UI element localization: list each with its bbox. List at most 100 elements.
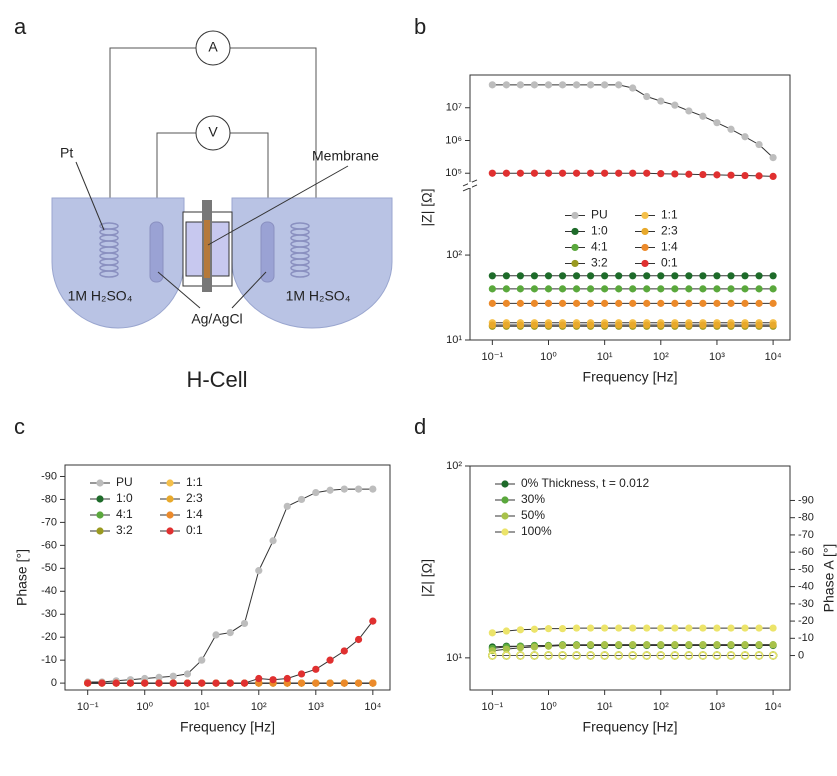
data-point — [769, 299, 777, 307]
legend-label: 1:0 — [591, 224, 608, 238]
data-point — [741, 133, 749, 141]
data-point — [601, 169, 609, 177]
data-point — [502, 169, 511, 177]
data-point — [488, 651, 497, 660]
data-point — [586, 169, 595, 177]
y-tick-label: -80 — [41, 493, 57, 505]
data-point — [558, 272, 567, 280]
data-point — [502, 272, 511, 280]
legend-marker — [641, 243, 649, 252]
data-point — [629, 321, 637, 329]
data-point — [685, 321, 693, 329]
data-point — [727, 641, 735, 649]
pt-coil — [290, 222, 310, 278]
data-point — [629, 84, 637, 92]
legend-label: 2:3 — [661, 224, 678, 238]
data-point — [614, 651, 623, 660]
legend-label: PU — [591, 208, 608, 222]
x-tick-label: 10² — [653, 351, 669, 363]
data-point — [755, 172, 763, 180]
data-point — [713, 171, 721, 179]
data-point — [643, 92, 651, 101]
data-point — [769, 272, 777, 280]
x-tick-label: 10⁻¹ — [481, 351, 503, 363]
electrolyte-label: 1M H₂SO₄ — [68, 288, 133, 304]
data-point — [713, 299, 721, 307]
pt-label: Pt — [60, 145, 73, 161]
data-point — [643, 272, 651, 280]
data-point — [488, 629, 496, 637]
data-point — [530, 272, 539, 280]
y-tick-label: 10¹ — [446, 652, 462, 664]
legend-label: 3:2 — [116, 523, 133, 537]
data-point — [572, 299, 581, 307]
data-point — [727, 321, 735, 329]
data-point — [643, 169, 651, 177]
x-axis-title: Frequency [Hz] — [180, 719, 275, 735]
membrane-label: Membrane — [312, 148, 379, 164]
data-point — [312, 679, 320, 687]
legend-label: 0% Thickness, t = 0.012 — [521, 476, 650, 490]
data-point — [657, 170, 665, 178]
data-point — [670, 651, 680, 660]
data-point — [699, 112, 707, 120]
x-axis-title: Frequency [Hz] — [583, 719, 678, 735]
data-point — [572, 169, 581, 177]
legend-marker — [96, 527, 104, 535]
data-point — [369, 485, 377, 493]
callout — [231, 271, 267, 309]
y-tick-label: -10 — [41, 654, 57, 666]
data-point — [530, 643, 539, 651]
data-point — [629, 169, 637, 177]
legend-marker — [166, 527, 174, 535]
data-point — [530, 169, 539, 177]
reference-label: Ag/AgCl — [191, 311, 242, 327]
data-point — [544, 169, 553, 177]
data-point — [240, 619, 249, 628]
membrane — [204, 220, 210, 278]
x-tick-label: 10³ — [709, 351, 725, 363]
data-point — [269, 676, 277, 684]
data-point — [488, 299, 496, 307]
data-point — [502, 645, 511, 653]
data-point — [741, 299, 749, 307]
data-point — [488, 285, 496, 293]
data-point — [544, 272, 553, 280]
data-point — [544, 642, 553, 650]
data-point — [741, 285, 749, 293]
data-point — [572, 624, 581, 632]
data-point — [755, 285, 763, 293]
data-point — [755, 321, 763, 329]
data-point — [699, 170, 707, 179]
h-cell-diagram: A V Pt Membrane Ag/AgCl 1M H₂SO₄ 1M H₂SO… — [51, 30, 393, 392]
data-point — [544, 285, 553, 293]
panel-label: d — [414, 414, 426, 439]
data-point — [516, 299, 525, 307]
y-tick-label: 0 — [51, 677, 57, 689]
data-point — [240, 679, 249, 687]
y2-tick-label: -60 — [798, 546, 814, 558]
y2-tick-label: -20 — [798, 615, 814, 627]
legend-marker — [96, 511, 104, 519]
data-point — [558, 81, 567, 89]
data-point — [516, 285, 525, 293]
legend-label: 0:1 — [186, 523, 203, 537]
data-point — [615, 299, 623, 307]
panel-label: b — [414, 14, 426, 39]
data-point — [572, 651, 581, 660]
data-point — [685, 107, 693, 115]
x-tick-label: 10⁻¹ — [481, 701, 503, 713]
data-point — [657, 97, 665, 105]
data-point — [643, 299, 651, 307]
plot-frame — [64, 464, 391, 691]
y2-tick-label: -10 — [798, 632, 814, 644]
data-point — [656, 651, 666, 660]
y2-tick-label: -30 — [798, 598, 814, 610]
legend-label: 1:1 — [661, 208, 678, 222]
data-point — [558, 285, 567, 293]
y2-axis-title: Phase A [°] — [821, 544, 837, 613]
x-tick-label: 10³ — [709, 701, 725, 713]
data-point — [726, 651, 736, 660]
data-point — [488, 81, 496, 89]
y-tick-label: 10¹ — [446, 334, 462, 346]
